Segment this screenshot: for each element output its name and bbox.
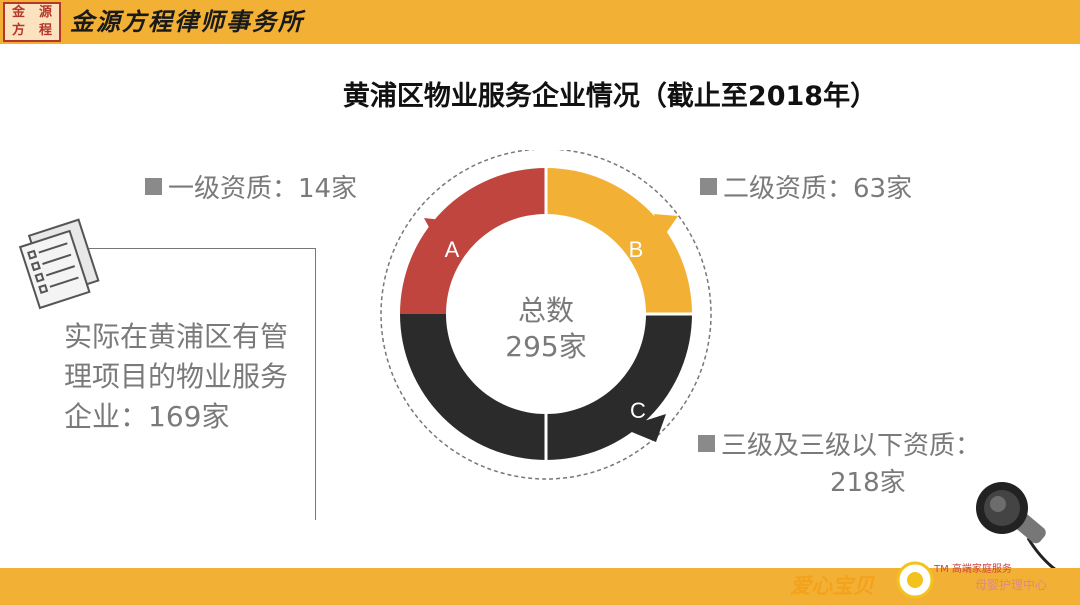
center-label: 总数	[518, 294, 574, 327]
legend-square-icon	[145, 178, 162, 195]
legend-c-count: 218家	[830, 468, 906, 498]
legend-item-b: 二级资质：63家	[700, 168, 912, 205]
document-list-icon	[18, 218, 100, 310]
legend-item-a: 一级资质：14家	[145, 168, 357, 205]
side-description: 实际在黄浦区有管理项目的物业服务企业：169家	[64, 320, 289, 433]
seal-char: 方	[11, 23, 25, 38]
seal-char: 程	[38, 23, 52, 38]
dashed-outer-ring	[380, 150, 712, 480]
segment-c-arrowhead	[622, 414, 666, 442]
brand-subtitle: 母婴护理中心	[975, 578, 1048, 592]
segment-label-c: C	[630, 398, 646, 423]
legend-square-icon	[700, 178, 717, 195]
firm-seal-logo: 金 源 方 程	[3, 2, 61, 42]
segment-a-arrowhead	[424, 218, 460, 244]
segment-a	[400, 168, 546, 314]
brand-name: 爱心宝贝	[790, 574, 874, 598]
seal-char: 源	[38, 5, 52, 20]
legend-label: 三级及三级以下资质：	[721, 431, 982, 461]
slide-title: 黄浦区物业服务企业情况（截止至2018年）	[342, 81, 878, 112]
legend-item-c: 三级及三级以下资质：	[698, 425, 981, 462]
brand-tagline: TM 高端家庭服务	[934, 564, 1012, 575]
segment-label-a: A	[445, 237, 460, 262]
segment-b-arrowhead	[654, 214, 678, 242]
firm-name: 金源方程律师事务所	[70, 7, 304, 36]
center-value: 295家	[505, 330, 586, 363]
legend-label: 一级资质：14家	[168, 174, 358, 204]
seal-char: 金	[11, 5, 25, 20]
segment-c	[400, 314, 692, 460]
microphone-icon	[976, 482, 1057, 570]
top-header-bar: 金 源 方 程 金源方程律师事务所	[0, 0, 1080, 44]
segment-label-b: B	[629, 237, 644, 262]
sun-logo-icon	[896, 561, 934, 599]
segment-b	[546, 168, 692, 314]
donut-chart: A B C 总数 295家	[380, 150, 712, 480]
legend-square-icon	[698, 435, 715, 452]
bracket-divider	[48, 248, 316, 520]
legend-label: 二级资质：63家	[723, 174, 913, 204]
